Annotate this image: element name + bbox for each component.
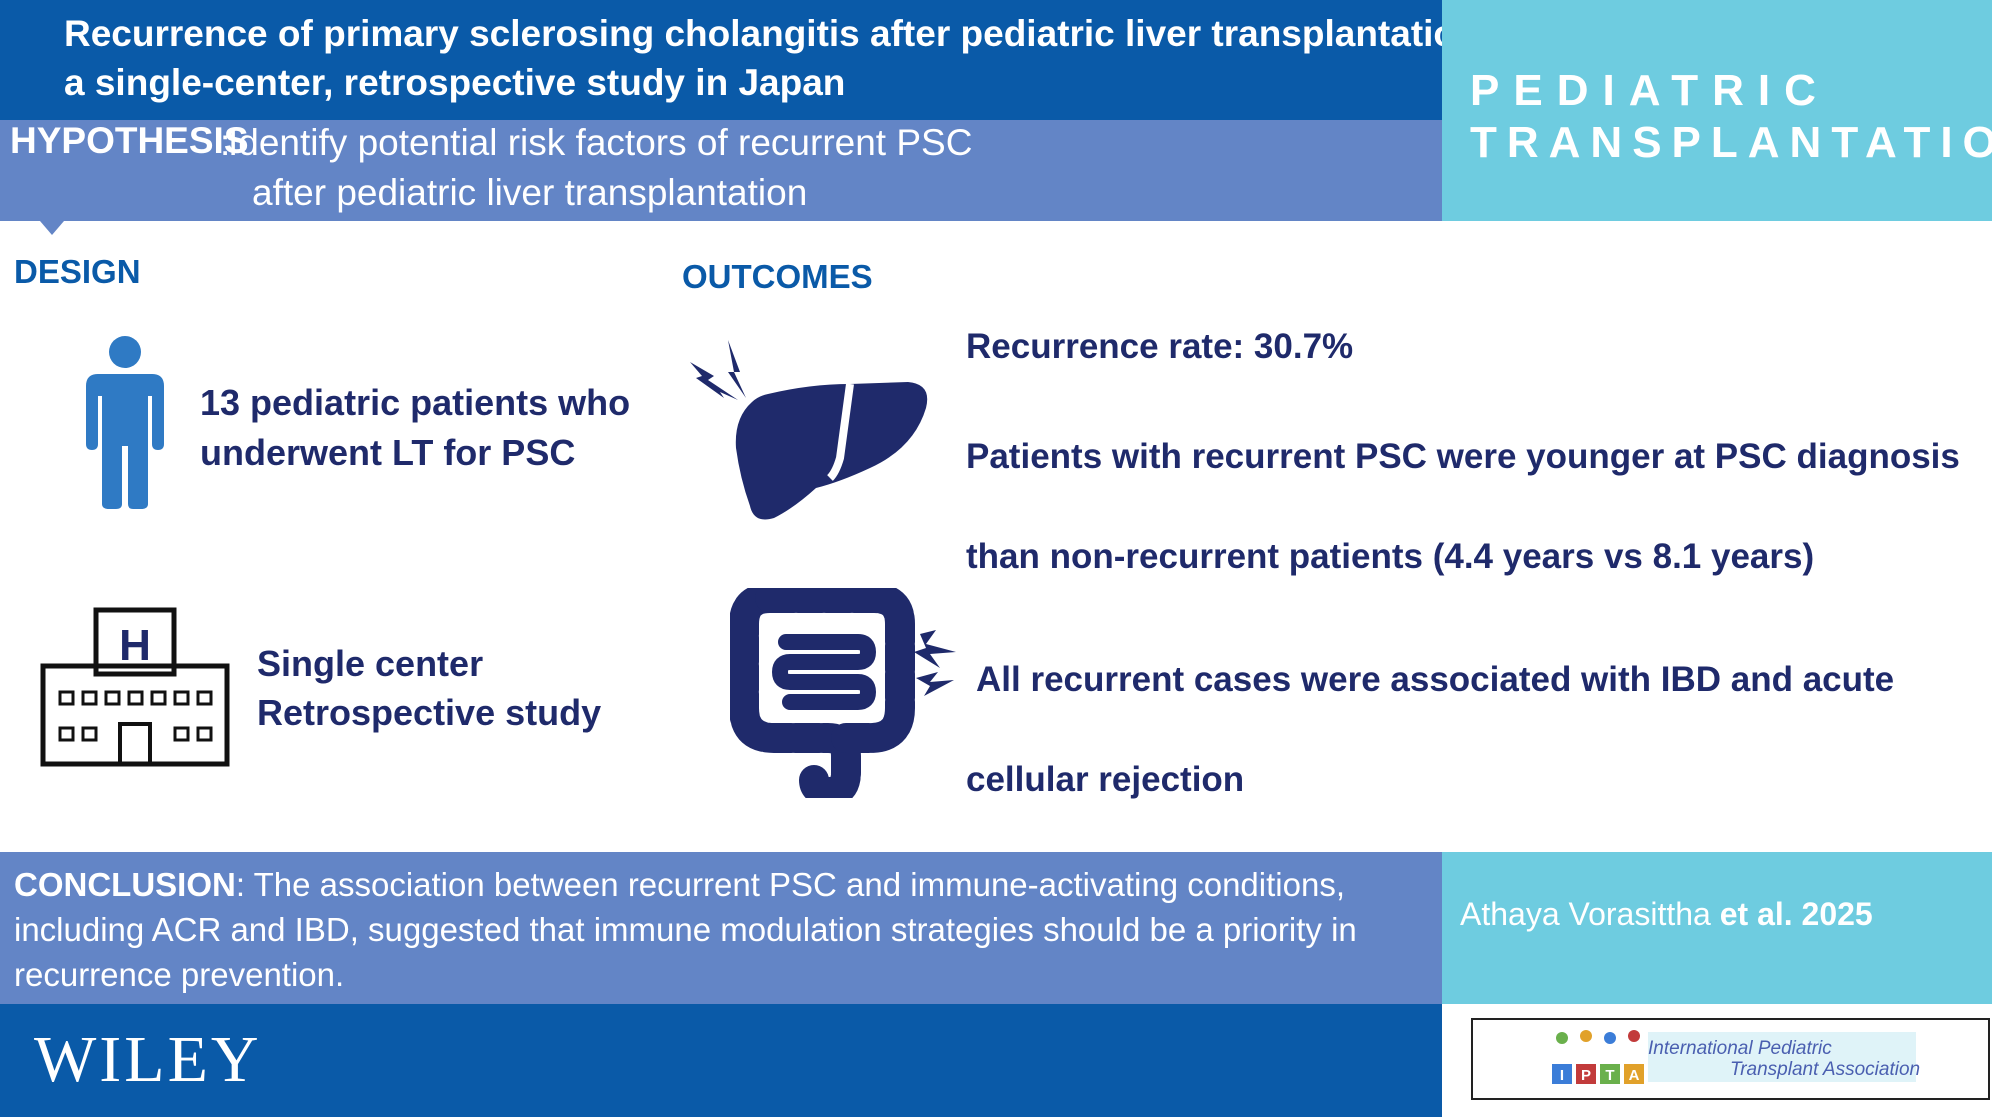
lightning-icon (914, 630, 956, 668)
author-etal: et al. 2025 (1719, 896, 1873, 932)
title-line-1: Recurrence of primary sclerosing cholang… (64, 13, 1491, 54)
lightning-icon (690, 362, 738, 400)
conclusion-body: : The association between recurrent PSC … (14, 866, 1357, 993)
hospital-letter: H (119, 621, 151, 670)
hypothesis-pointer (40, 221, 64, 235)
hypothesis-line-2: after pediatric liver transplantation (252, 172, 808, 213)
outcome-recurrence-rate: Recurrence rate: 30.7% (966, 327, 1354, 366)
center-line-2: Retrospective study (257, 692, 602, 733)
outcome-ibd-line-1: All recurrent cases were associated with… (976, 660, 1895, 699)
svg-text:A: A (1629, 1067, 1640, 1084)
journal-name-line-1: PEDIATRIC (1470, 66, 1830, 115)
conclusion-label: CONCLUSION (14, 866, 236, 903)
conclusion-text: CONCLUSION: The association between recu… (14, 862, 1434, 997)
lightning-icon (916, 672, 954, 696)
hypothesis-line-1: Identify potential risk factors of recur… (228, 122, 973, 163)
author-citation: Athaya Vorasittha et al. 2025 (1460, 896, 1873, 933)
person-icon (86, 336, 164, 509)
hypothesis-colon: : (220, 122, 231, 163)
outcome-age-line-1: Patients with recurrent PSC were younger… (966, 437, 1960, 476)
patients-line-2: underwent LT for PSC (200, 432, 576, 473)
patients-line-1: 13 pediatric patients who (200, 382, 631, 423)
outcomes-title: OUTCOMES (682, 258, 873, 295)
liver-icon (690, 340, 928, 520)
journal-name-line-2: TRANSPLANTATION (1470, 118, 1992, 167)
footer-banner (0, 1004, 1442, 1117)
ipta-blocks-icon: I P T A (1552, 1030, 1644, 1084)
lightning-icon (728, 340, 746, 398)
title-line-2: a single-center, retrospective study in … (64, 62, 846, 103)
design-title: DESIGN (14, 253, 141, 290)
intestine-icon (730, 588, 956, 798)
svg-text:I: I (1560, 1067, 1564, 1084)
journal-panel: PEDIATRIC TRANSPLANTATION (1442, 0, 1992, 221)
title-banner (0, 0, 1442, 120)
hypothesis-label: HYPOTHESIS (10, 120, 249, 161)
conclusion-banner (0, 852, 1442, 1004)
outcome-age-line-2: than non-recurrent patients (4.4 years v… (966, 537, 1815, 576)
ipta-name-line-1: International Pediatric (1648, 1038, 1832, 1059)
hypothesis-banner (0, 120, 1442, 221)
ipta-name-line-2: Transplant Association (1730, 1059, 1921, 1080)
svg-text:T: T (1605, 1067, 1614, 1084)
outcome-ibd-line-2: cellular rejection (966, 760, 1245, 799)
author-panel (1442, 852, 1992, 1004)
svg-text:P: P (1581, 1067, 1591, 1084)
ipta-name-banner (1648, 1032, 1916, 1082)
author-name: Athaya Vorasittha (1460, 896, 1720, 932)
center-line-1: Single center (257, 643, 484, 684)
wiley-logo: WILEY (34, 1023, 262, 1096)
hospital-icon: H (40, 607, 230, 767)
